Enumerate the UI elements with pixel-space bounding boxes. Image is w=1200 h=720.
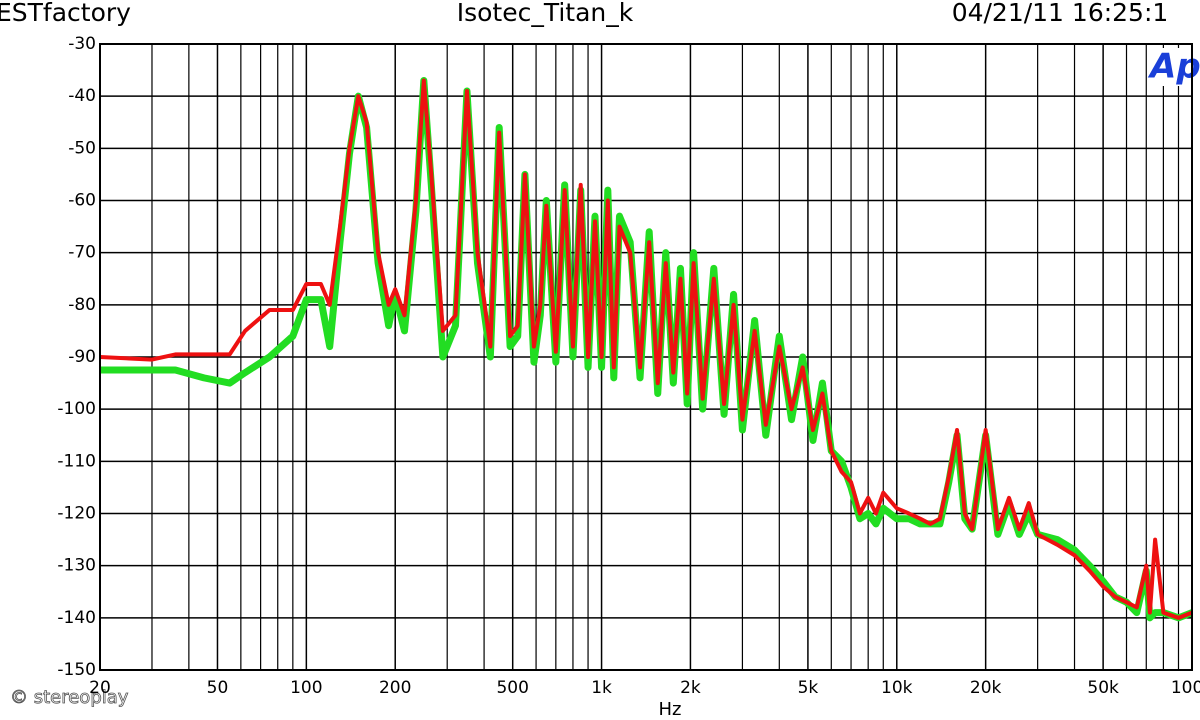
y-tick-label: -40 bbox=[68, 86, 96, 106]
y-tick-label: -140 bbox=[57, 608, 96, 628]
y-tick-label: -90 bbox=[68, 347, 96, 367]
y-tick-label: -30 bbox=[68, 34, 96, 54]
x-tick-label: 5k bbox=[798, 678, 819, 698]
series-line bbox=[100, 77, 1192, 622]
y-tick-label: -150 bbox=[57, 660, 96, 680]
x-tick-label: 10k bbox=[881, 678, 913, 698]
x-tick-label: 1k bbox=[591, 678, 612, 698]
x-tick-label: 20k bbox=[970, 678, 1002, 698]
y-tick-label: -50 bbox=[68, 138, 96, 158]
x-tick-label: 500 bbox=[496, 678, 528, 698]
y-tick-label: -100 bbox=[57, 399, 96, 419]
x-tick-label: 50 bbox=[207, 678, 229, 698]
x-tick-label: 2k bbox=[680, 678, 701, 698]
plot-lines bbox=[100, 77, 1192, 622]
y-tick-label: -80 bbox=[68, 295, 96, 315]
watermark: © stereoplay bbox=[10, 687, 129, 708]
y-tick-label: -70 bbox=[68, 243, 96, 263]
y-tick-label: -110 bbox=[57, 451, 96, 471]
x-axis-label: Hz bbox=[659, 699, 682, 720]
series-line bbox=[100, 78, 1192, 620]
y-tick-label: -120 bbox=[57, 504, 96, 524]
x-tick-label: 20 bbox=[89, 678, 111, 698]
y-tick-label: -60 bbox=[68, 191, 96, 211]
x-tick-label: 200 bbox=[379, 678, 411, 698]
x-tick-label: 50k bbox=[1087, 678, 1119, 698]
header-right: 04/21/11 16:25:1 bbox=[952, 0, 1169, 27]
y-tick-label: -130 bbox=[57, 556, 96, 576]
plot-frame bbox=[99, 43, 1193, 671]
x-tick-label: 100k bbox=[1171, 678, 1200, 698]
chart-title: Isotec_Titan_k bbox=[457, 0, 634, 27]
header-left: ESTfactory bbox=[0, 0, 131, 27]
x-tick-label: 100 bbox=[290, 678, 322, 698]
